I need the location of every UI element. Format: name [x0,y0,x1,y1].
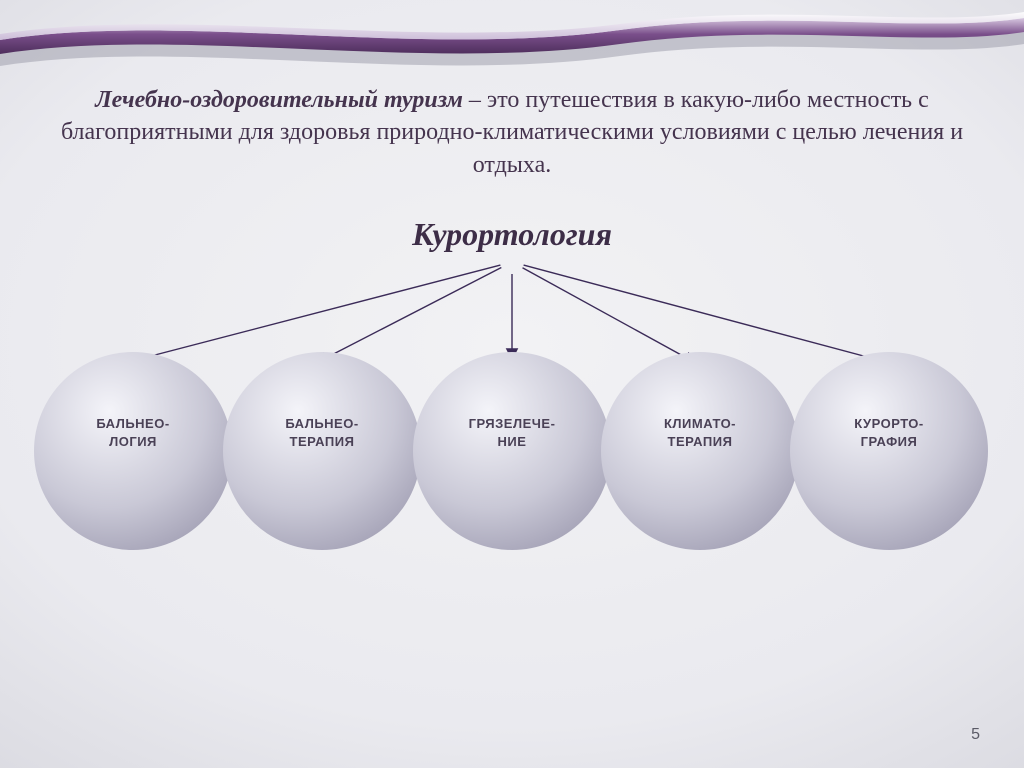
sphere-node: КУРОРТО-ГРАФИЯ [790,352,988,550]
sphere-node: БАЛЬНЕО-ТЕРАПИЯ [223,352,421,550]
sphere-label: ГРЯЗЕЛЕЧЕ-НИЕ [459,415,566,450]
sphere-label: БАЛЬНЕО-ЛОГИЯ [86,415,179,450]
sphere-label: КУРОРТО-ГРАФИЯ [844,415,934,450]
sphere-label: БАЛЬНЕО-ТЕРАПИЯ [275,415,368,450]
sphere-node: КЛИМАТО-ТЕРАПИЯ [601,352,799,550]
sphere-label: КЛИМАТО-ТЕРАПИЯ [654,415,746,450]
slide-content: Лечебно-оздоровительный туризм – это пут… [0,0,1024,768]
spheres-container: БАЛЬНЕО-ЛОГИЯ БАЛЬНЕО-ТЕРАПИЯ ГРЯЗЕЛЕЧЕ-НИ… [0,0,1024,768]
sphere-node: БАЛЬНЕО-ЛОГИЯ [34,352,232,550]
sphere-node: ГРЯЗЕЛЕЧЕ-НИЕ [413,352,611,550]
page-number: 5 [971,726,980,744]
